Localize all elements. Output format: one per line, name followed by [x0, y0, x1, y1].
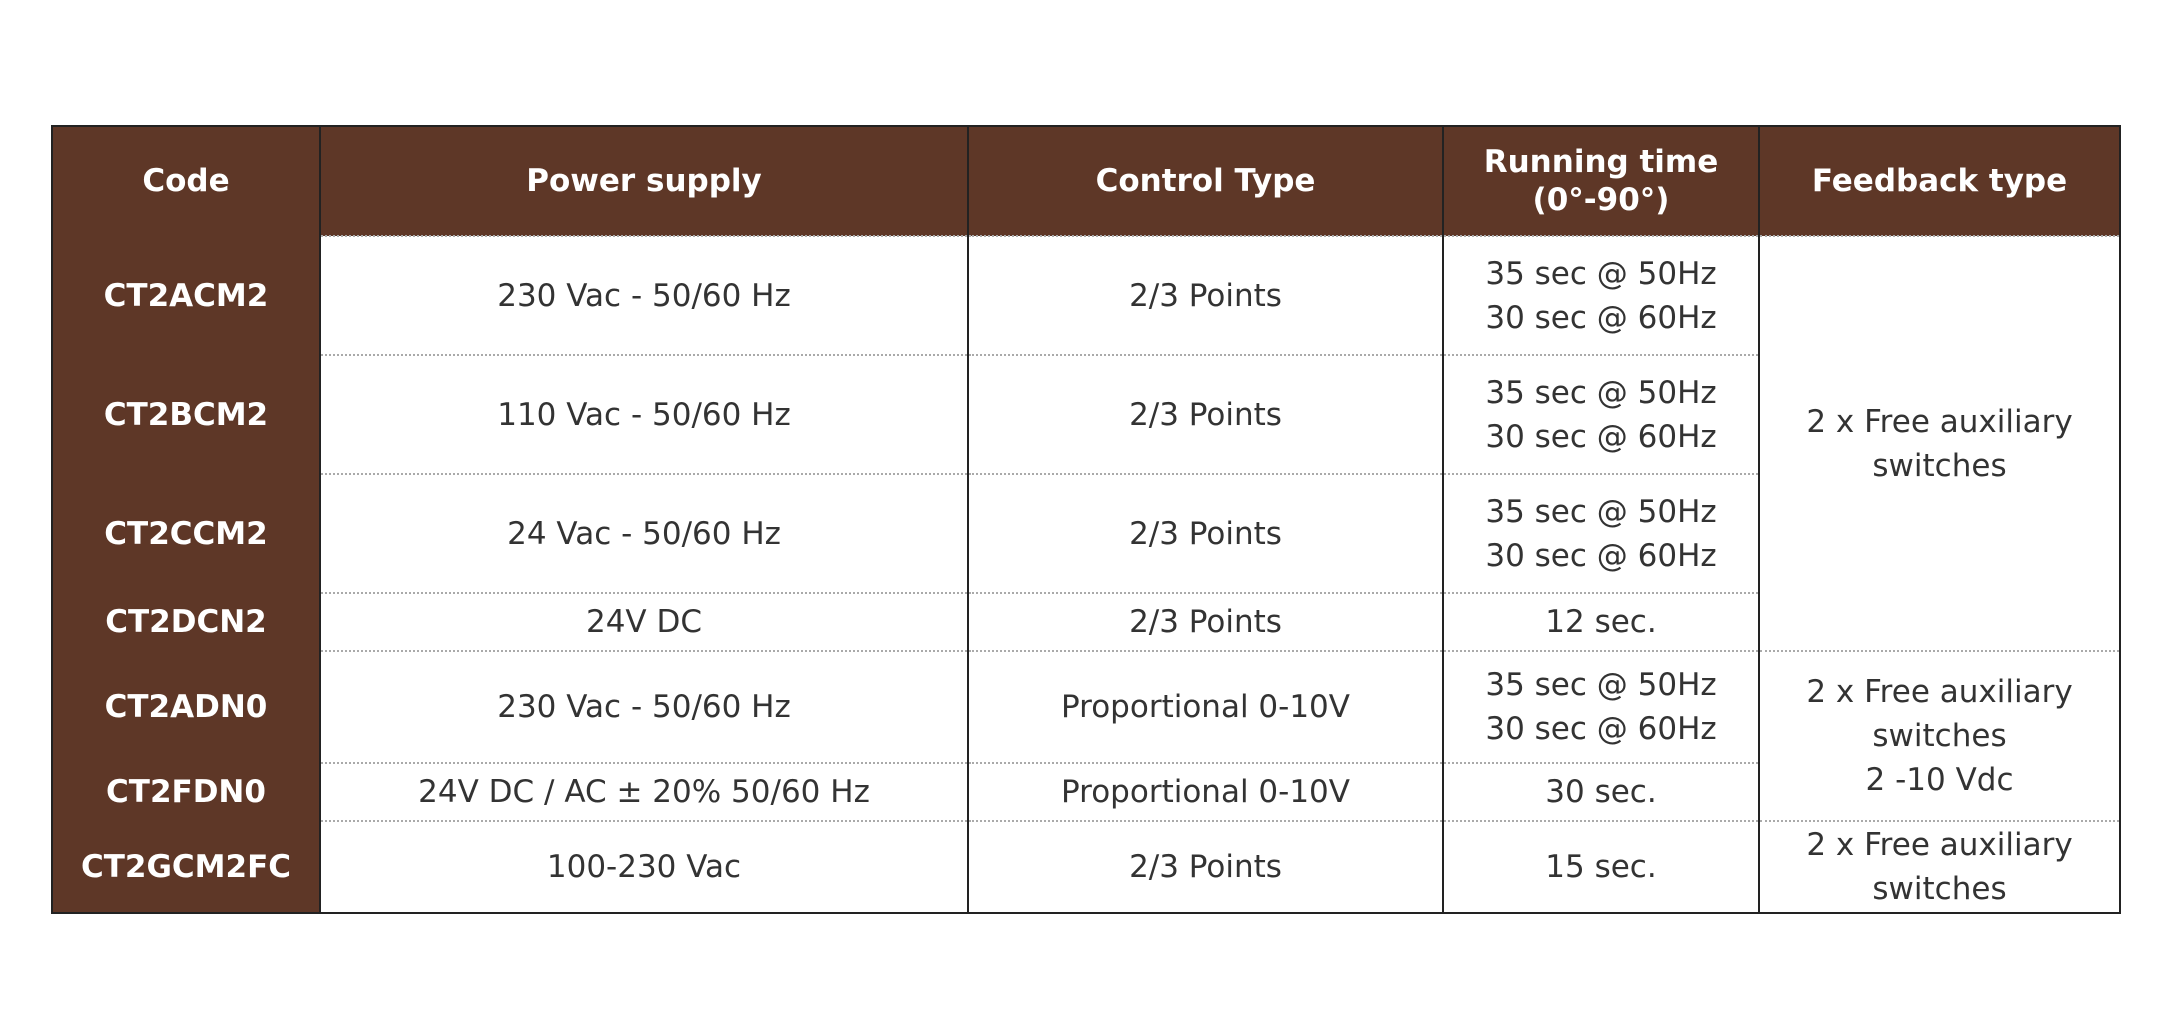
table-row: CT2FDN0 24V DC / AC ± 20% 50/60 Hz Proport… — [51, 762, 2120, 821]
code-cell: CT2DCN2 — [51, 592, 320, 651]
header-cell: Power supply — [319, 126, 968, 236]
table-row: CT2ADN0 230 Vac - 50/60 Hz Proportional 0-… — [51, 650, 2120, 821]
code-cell: CT2GCM2FC — [51, 820, 320, 913]
feedback-type-cell: 2 x Free auxiliary switches 2 -10 Vdc — [1758, 650, 2120, 821]
feedback-type-cell: 2 x Free auxiliary switches — [1758, 820, 2120, 913]
running-time-line: 15 sec. — [1545, 849, 1657, 885]
feedback-line: 2 x Free auxiliary switches — [1806, 674, 2073, 754]
header-cell: Running time (0°-90°) — [1442, 126, 1759, 236]
power-supply-cell: 24V DC / AC ± 20% 50/60 Hz — [319, 762, 968, 821]
table-row: CT2BCM2 110 Vac - 50/60 Hz 2/3 Points 35 se… — [51, 354, 2120, 474]
control-type-cell: 2/3 Points — [967, 820, 1443, 913]
control-type-cell: 2/3 Points — [967, 354, 1443, 474]
code-cell: CT2FDN0 — [51, 762, 320, 821]
power-supply-cell: 110 Vac - 50/60 Hz — [319, 354, 968, 474]
code-cell: CT2CCM2 — [51, 473, 320, 593]
header-cell: Code — [51, 126, 320, 236]
running-time-cell: 35 sec @ 50Hz 30 sec @ 60Hz — [1442, 650, 1759, 763]
code-cell: CT2BCM2 — [51, 354, 320, 474]
table-row: CT2GCM2FC 100-230 Vac 2/3 Points 15 sec. 2 x… — [51, 820, 2120, 913]
spec-table: Code Power supply Control Type Running time… — [51, 125, 2121, 914]
power-supply-cell: 230 Vac - 50/60 Hz — [319, 235, 968, 355]
control-type-cell: 2/3 Points — [967, 235, 1443, 355]
header-cell: Control Type — [967, 126, 1443, 236]
running-time-line: 30 sec. — [1545, 774, 1657, 810]
power-supply-cell: 100-230 Vac — [319, 820, 968, 913]
table-row: CT2CCM2 24 Vac - 50/60 Hz 2/3 Points 35 sec… — [51, 473, 2120, 593]
running-time-cell: 35 sec @ 50Hz 30 sec @ 60Hz — [1442, 235, 1759, 355]
running-time-cell: 30 sec. — [1442, 762, 1759, 821]
power-supply-cell: 24V DC — [319, 592, 968, 651]
running-time-line: 12 sec. — [1545, 604, 1657, 640]
table-body: CT2ACM2 230 Vac - 50/60 Hz 2/3 Points 35 se… — [51, 235, 2120, 913]
code-cell: CT2ACM2 — [51, 235, 320, 355]
running-time-line: 30 sec @ 60Hz — [1485, 418, 1717, 455]
table-row: CT2ACM2 230 Vac - 50/60 Hz 2/3 Points 35 se… — [51, 235, 2120, 651]
code-cell: CT2ADN0 — [51, 650, 320, 763]
feedback-line: 2 -10 Vdc — [1865, 762, 2014, 798]
power-supply-cell: 24 Vac - 50/60 Hz — [319, 473, 968, 593]
control-type-cell: Proportional 0-10V — [967, 762, 1443, 821]
running-time-line: 30 sec @ 60Hz — [1485, 299, 1717, 336]
running-time-line: 35 sec @ 50Hz — [1485, 374, 1717, 411]
control-type-cell: Proportional 0-10V — [967, 650, 1443, 763]
running-time-line: 35 sec @ 50Hz — [1485, 667, 1717, 703]
running-time-line: 30 sec @ 60Hz — [1485, 711, 1717, 747]
feedback-type-cell: 2 x Free auxiliary switches — [1758, 235, 2120, 651]
header-cell: Feedback type — [1758, 126, 2120, 236]
control-type-cell: 2/3 Points — [967, 592, 1443, 651]
power-supply-cell: 230 Vac - 50/60 Hz — [319, 650, 968, 763]
running-time-cell: 12 sec. — [1442, 592, 1759, 651]
feedback-line: 2 x Free auxiliary switches — [1806, 827, 2073, 907]
header-row: Code Power supply Control Type Running time… — [51, 126, 2120, 236]
running-time-line: 35 sec @ 50Hz — [1485, 493, 1717, 530]
running-time-line: 30 sec @ 60Hz — [1485, 537, 1717, 574]
running-time-cell: 15 sec. — [1442, 820, 1759, 913]
running-time-cell: 35 sec @ 50Hz 30 sec @ 60Hz — [1442, 473, 1759, 593]
table-row: CT2DCN2 24V DC 2/3 Points 12 sec. — [51, 592, 2120, 651]
running-time-line: 35 sec @ 50Hz — [1485, 255, 1717, 292]
feedback-line: 2 x Free auxiliary switches — [1806, 403, 2073, 484]
running-time-cell: 35 sec @ 50Hz 30 sec @ 60Hz — [1442, 354, 1759, 474]
control-type-cell: 2/3 Points — [967, 473, 1443, 593]
